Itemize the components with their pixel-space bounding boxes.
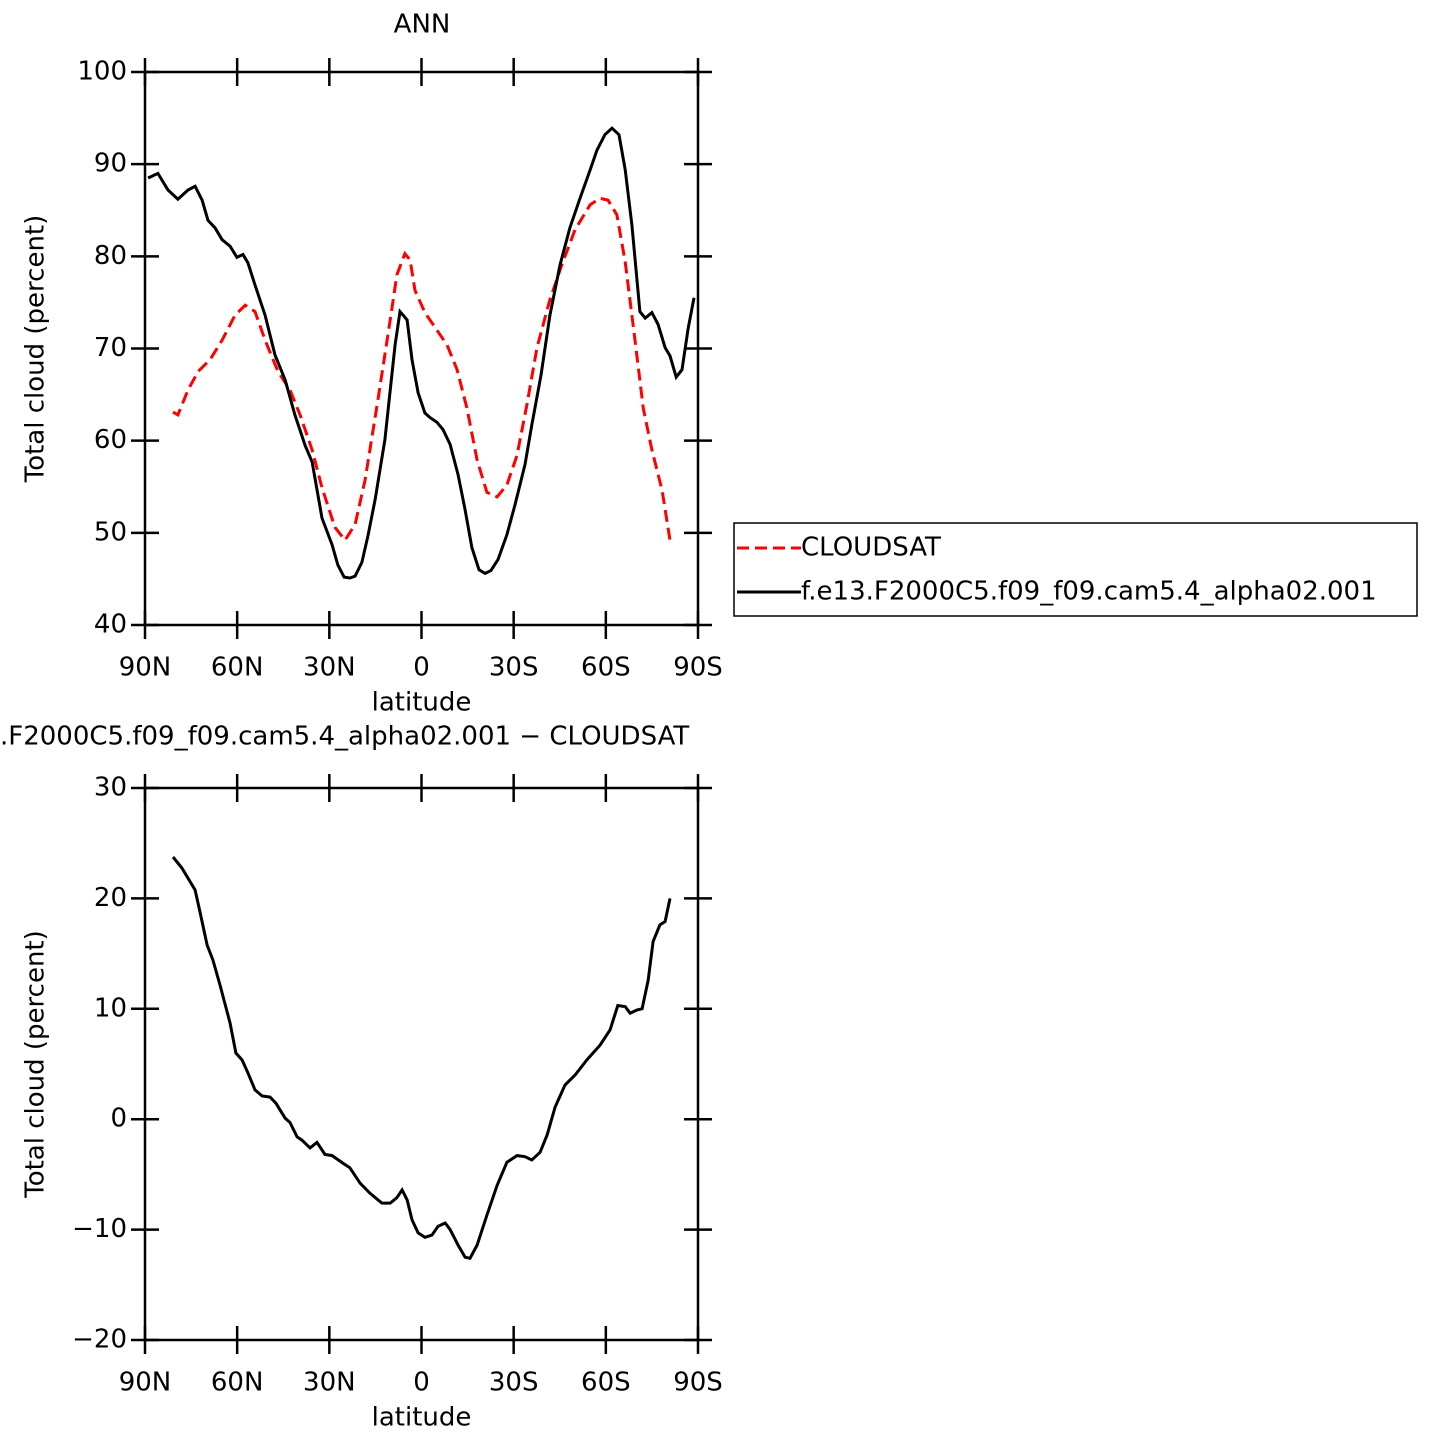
x-tick-label: 90N (119, 653, 172, 683)
chart-title: .F2000C5.f09_f09.cam5.4_alpha02.001 − CL… (0, 722, 689, 752)
y-tick-label: −10 (72, 1214, 127, 1244)
y-axis-label: Total cloud (percent) (21, 930, 51, 1199)
y-tick-label: 60 (94, 425, 127, 455)
y-tick-label: 20 (94, 883, 127, 913)
legend-label: CLOUDSAT (801, 533, 941, 563)
data-line (172, 196, 672, 543)
legend-box (733, 522, 1418, 617)
y-tick-label: 30 (94, 773, 127, 803)
x-tick-label: 60S (581, 653, 631, 683)
y-tick-label: 10 (94, 993, 127, 1023)
y-tick-label: 70 (94, 333, 127, 363)
chart-title: ANN (394, 10, 451, 40)
x-tick-label: 30N (303, 1368, 356, 1398)
y-tick-label: 100 (77, 57, 127, 87)
y-tick-label: 80 (94, 241, 127, 271)
x-tick-label: 60N (211, 653, 264, 683)
x-tick-label: 30S (489, 653, 539, 683)
x-tick-label: 60N (211, 1368, 264, 1398)
x-tick-label: 0 (413, 653, 430, 683)
data-line (171, 856, 672, 1261)
y-tick-label: 0 (110, 1104, 127, 1134)
x-tick-label: 60S (581, 1368, 631, 1398)
x-tick-label: 90S (673, 653, 723, 683)
y-axis-label: Total cloud (percent) (21, 215, 51, 484)
x-axis-label: latitude (372, 688, 472, 718)
x-tick-label: 30N (303, 653, 356, 683)
x-axis-label: latitude (372, 1403, 472, 1433)
plot-frame (143, 70, 700, 627)
x-tick-label: 90S (673, 1368, 723, 1398)
x-tick-label: 90N (119, 1368, 172, 1398)
x-tick-label: 30S (489, 1368, 539, 1398)
legend-label: f.e13.F2000C5.f09_f09.cam5.4_alpha02.001 (801, 577, 1377, 607)
plot-frame (143, 786, 700, 1342)
x-tick-label: 0 (413, 1368, 430, 1398)
data-line (147, 126, 696, 580)
y-tick-label: −20 (72, 1325, 127, 1355)
y-tick-label: 50 (94, 517, 127, 547)
y-tick-label: 90 (94, 149, 127, 179)
y-tick-label: 40 (94, 610, 127, 640)
